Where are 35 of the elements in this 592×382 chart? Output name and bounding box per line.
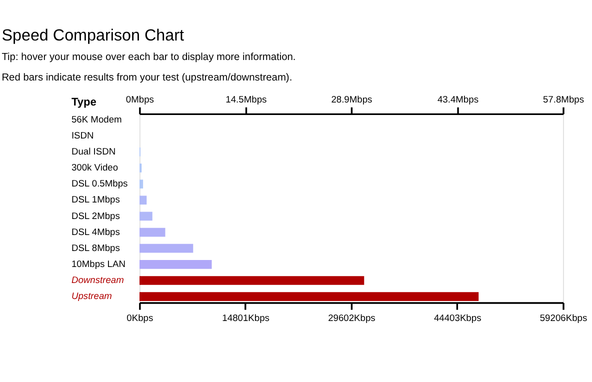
- bar: [139, 228, 166, 237]
- y-tick-label: DSL 4Mbps: [71, 226, 120, 237]
- bar: [139, 260, 212, 269]
- bar: [139, 276, 364, 285]
- y-axis-title: Type: [71, 96, 96, 108]
- y-tick-label: DSL 1Mbps: [71, 194, 120, 205]
- x-tick-label: 14801Kbps: [222, 312, 270, 323]
- y-tick-label: DSL 8Mbps: [71, 242, 120, 253]
- bar: [139, 164, 142, 172]
- x2-tick-label: 28.9Mbps: [331, 94, 373, 104]
- x2-tick-label: 14.5Mbps: [226, 94, 268, 104]
- bar: [139, 196, 147, 205]
- y-tick-label: ISDN: [71, 130, 94, 140]
- x2-tick-label: 0Mbps: [126, 94, 154, 104]
- bar: [139, 244, 194, 253]
- y-tick-label: Upstream: [71, 291, 112, 302]
- text: Tip: hover your mouse over each bar to display more information.: [2, 52, 296, 64]
- chart-title: Speed Comparison Chart: [2, 26, 185, 45]
- x-tick-label: 59206Kbps: [540, 312, 588, 323]
- y-tick-label: 56K Modem: [71, 114, 122, 124]
- bar: [139, 212, 152, 221]
- text: Red bars indicate results from your test (upstream/downstream).: [2, 72, 292, 84]
- bar: [139, 292, 479, 301]
- y-tick-label: Downstream: [71, 275, 124, 286]
- y-tick-label: 10Mbps LAN: [71, 258, 126, 269]
- x2-tick-label: 57.8Mbps: [542, 94, 584, 104]
- y-tick-label: DSL 0.5Mbps: [71, 178, 128, 189]
- x2-tick-label: 43.4Mbps: [437, 94, 479, 104]
- x-tick-label: 44403Kbps: [434, 312, 482, 323]
- bar: [139, 180, 144, 188]
- y-tick-label: 300k Video: [71, 162, 118, 173]
- y-tick-label: Dual ISDN: [71, 146, 116, 156]
- x-tick-label: 0Kbps: [126, 312, 154, 323]
- x-tick-label: 29602Kbps: [328, 312, 376, 323]
- y-tick-label: DSL 2Mbps: [71, 210, 120, 221]
